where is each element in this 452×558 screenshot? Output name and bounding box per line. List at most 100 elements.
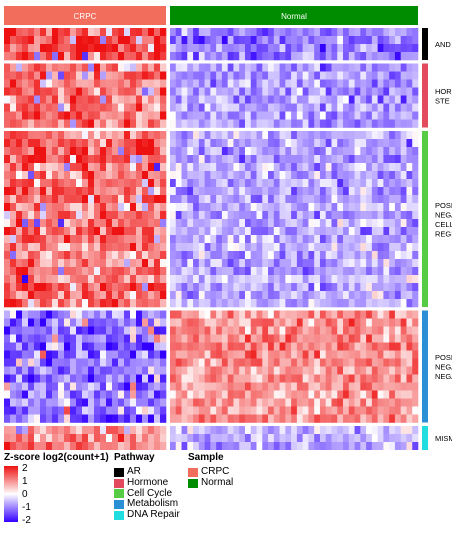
heatmap-cell bbox=[383, 147, 390, 156]
heatmap-cell bbox=[308, 366, 315, 375]
heatmap-cell bbox=[377, 426, 384, 435]
heatmap-cell bbox=[142, 111, 149, 120]
heatmap-cell bbox=[383, 52, 390, 61]
heatmap-cell bbox=[94, 243, 101, 252]
heatmap-cell bbox=[124, 318, 131, 327]
heatmap-cell bbox=[76, 131, 83, 140]
heatmap-cell bbox=[279, 195, 286, 204]
heatmap-cell bbox=[100, 374, 107, 383]
heatmap-cell bbox=[273, 203, 280, 212]
heatmap-cell bbox=[10, 71, 17, 80]
heatmap-cell bbox=[94, 28, 101, 37]
heatmap-cell bbox=[343, 398, 350, 407]
heatmap-cell bbox=[262, 52, 269, 61]
heatmap-cell bbox=[412, 334, 419, 343]
heatmap-cell bbox=[285, 28, 292, 37]
heatmap-cell bbox=[337, 259, 344, 268]
heatmap-cell bbox=[291, 414, 298, 423]
heatmap-cell bbox=[181, 390, 188, 399]
heatmap-cell bbox=[82, 227, 89, 236]
heatmap-cell bbox=[22, 103, 29, 112]
heatmap-cell bbox=[175, 358, 182, 367]
heatmap-cell bbox=[412, 36, 419, 45]
heatmap-cell bbox=[10, 52, 17, 61]
heatmap-cell bbox=[314, 28, 321, 37]
heatmap-cell bbox=[4, 426, 11, 435]
heatmap-cell bbox=[221, 119, 228, 128]
heatmap-cell bbox=[233, 326, 240, 335]
heatmap-cell bbox=[337, 291, 344, 300]
heatmap-cell bbox=[308, 350, 315, 359]
heatmap-cell bbox=[308, 139, 315, 148]
heatmap-cell bbox=[325, 79, 332, 88]
heatmap-cell bbox=[233, 382, 240, 391]
heatmap-cell bbox=[136, 103, 143, 112]
heatmap-cell bbox=[273, 155, 280, 164]
heatmap-cell bbox=[52, 406, 59, 415]
heatmap-cell bbox=[227, 259, 234, 268]
heatmap-cell bbox=[193, 251, 200, 260]
heatmap-cell bbox=[34, 44, 41, 53]
heatmap-cell bbox=[136, 147, 143, 156]
heatmap-cell bbox=[112, 71, 119, 80]
heatmap-cell bbox=[4, 283, 11, 292]
heatmap-cell bbox=[193, 426, 200, 435]
heatmap-cell bbox=[100, 283, 107, 292]
heatmap-cell bbox=[256, 179, 263, 188]
heatmap-cell bbox=[136, 382, 143, 391]
heatmap-cell bbox=[343, 219, 350, 228]
heatmap-cell bbox=[325, 374, 332, 383]
heatmap-cell bbox=[28, 358, 35, 367]
heatmap-cell bbox=[52, 163, 59, 172]
heatmap-cell bbox=[34, 310, 41, 319]
heatmap-cell bbox=[377, 406, 384, 415]
heatmap-cell bbox=[58, 36, 65, 45]
heatmap-cell bbox=[233, 87, 240, 96]
heatmap-cell bbox=[233, 111, 240, 120]
heatmap-cell bbox=[343, 71, 350, 80]
heatmap-cell bbox=[360, 275, 367, 284]
heatmap-cell bbox=[348, 147, 355, 156]
heatmap-cell bbox=[314, 103, 321, 112]
heatmap-cell bbox=[268, 211, 275, 220]
heatmap-cell bbox=[291, 95, 298, 104]
heatmap-cell bbox=[118, 366, 125, 375]
heatmap-cell bbox=[52, 267, 59, 276]
heatmap-cell bbox=[250, 28, 257, 37]
heatmap-cell bbox=[175, 342, 182, 351]
heatmap-cell bbox=[142, 44, 149, 53]
heatmap-cell bbox=[130, 195, 137, 204]
heatmap-cell bbox=[16, 119, 23, 128]
heatmap-cell bbox=[118, 211, 125, 220]
heatmap-cell bbox=[348, 111, 355, 120]
heatmap-cell bbox=[82, 283, 89, 292]
heatmap-cell bbox=[314, 147, 321, 156]
heatmap-cell bbox=[112, 267, 119, 276]
heatmap-cell bbox=[28, 299, 35, 308]
heatmap-cell bbox=[262, 283, 269, 292]
heatmap-cell bbox=[371, 374, 378, 383]
heatmap-cell bbox=[268, 259, 275, 268]
heatmap-cell bbox=[412, 283, 419, 292]
heatmap-cell bbox=[100, 79, 107, 88]
heatmap-cell bbox=[88, 275, 95, 284]
heatmap-cell bbox=[354, 426, 361, 435]
heatmap-cell bbox=[325, 267, 332, 276]
heatmap-cell bbox=[354, 87, 361, 96]
heatmap-cell bbox=[314, 243, 321, 252]
heatmap-cell bbox=[406, 283, 413, 292]
heatmap-cell bbox=[160, 103, 167, 112]
heatmap-cell bbox=[160, 227, 167, 236]
heatmap-cell bbox=[394, 95, 401, 104]
heatmap-cell bbox=[160, 366, 167, 375]
heatmap-cell bbox=[400, 342, 407, 351]
heatmap-cell bbox=[302, 382, 309, 391]
heatmap-cell bbox=[302, 366, 309, 375]
heatmap-cell bbox=[308, 310, 315, 319]
heatmap-cell bbox=[130, 79, 137, 88]
heatmap-cell bbox=[389, 52, 396, 61]
heatmap-cell bbox=[302, 259, 309, 268]
heatmap-cell bbox=[16, 442, 23, 450]
heatmap-cell bbox=[406, 414, 413, 423]
heatmap-cell bbox=[354, 179, 361, 188]
